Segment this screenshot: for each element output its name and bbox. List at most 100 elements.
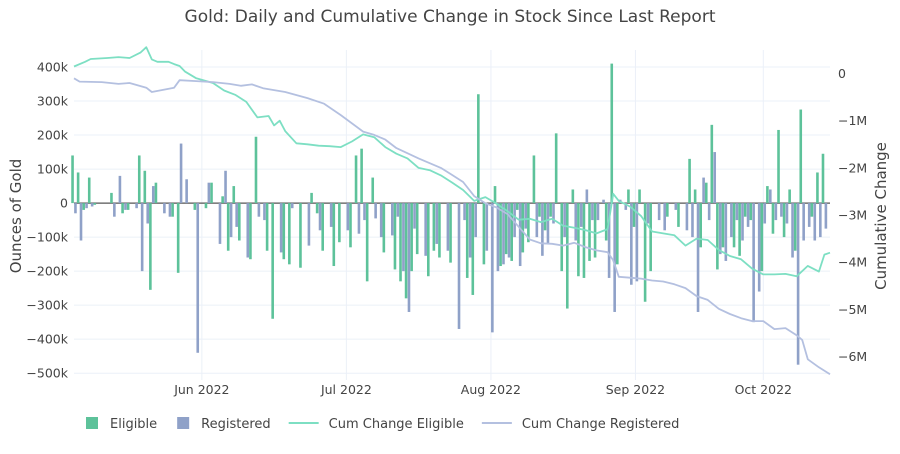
bar-eligible: [810, 203, 814, 217]
bar-registered: [491, 203, 494, 333]
bar-eligible: [176, 203, 180, 273]
bar-eligible: [143, 170, 147, 204]
legend-item-cum-change-eligible[interactable]: Cum Change Eligible: [288, 417, 464, 432]
bar-eligible: [688, 158, 691, 204]
bar-registered: [457, 203, 461, 329]
bar-registered: [507, 203, 511, 258]
bar-registered: [246, 203, 250, 258]
bar-registered: [279, 203, 283, 253]
bar-eligible: [677, 203, 680, 227]
bar-eligible: [521, 203, 525, 253]
bar-registered: [290, 203, 294, 209]
bar-eligible: [371, 177, 375, 204]
bar-eligible: [721, 203, 725, 248]
bar-registered: [518, 203, 522, 267]
bar-registered: [696, 203, 700, 312]
legend-swatch: [177, 417, 190, 429]
legend-item-registered[interactable]: Registered: [177, 417, 271, 432]
bar-eligible: [338, 203, 341, 243]
bar-eligible: [126, 203, 130, 210]
bar-registered: [118, 175, 122, 204]
bar-registered: [796, 203, 800, 365]
bar-eligible: [399, 203, 402, 282]
y2-tick-label: −6M: [838, 349, 867, 364]
bar-registered: [596, 203, 600, 221]
bar-registered: [730, 203, 733, 238]
bar-registered: [379, 203, 383, 238]
legend-item-eligible[interactable]: Eligible: [86, 417, 157, 432]
bar-eligible: [193, 203, 197, 210]
bar-registered: [346, 203, 350, 231]
bar-registered: [357, 203, 361, 234]
bar-registered: [146, 203, 150, 224]
y-tick-label: −500k: [26, 366, 68, 381]
bar-eligible: [154, 182, 158, 204]
bar-eligible: [171, 203, 174, 217]
bar-registered: [563, 203, 566, 238]
gridlines: [74, 50, 830, 380]
bar-eligible: [499, 203, 502, 267]
bar-registered: [802, 203, 805, 241]
legend-item-cum-change-registered[interactable]: Cum Change Registered: [481, 417, 680, 432]
bar-registered: [185, 179, 188, 204]
bar-registered: [74, 203, 77, 214]
bar-eligible: [71, 155, 74, 204]
bar-registered: [263, 203, 266, 221]
bar-eligible: [777, 129, 780, 204]
bar-registered: [780, 203, 783, 217]
bar-eligible: [299, 203, 302, 268]
y-axis-title: Ounces of Gold: [7, 159, 25, 274]
bar-registered: [807, 203, 811, 227]
bar-eligible: [204, 203, 208, 209]
y-tick-label: 200k: [37, 128, 69, 143]
bar-eligible: [149, 203, 152, 290]
bar-registered: [813, 203, 817, 241]
bar-registered: [140, 203, 144, 272]
bar-eligible: [638, 189, 641, 204]
bar-eligible: [226, 203, 230, 251]
bar-eligible: [265, 203, 269, 251]
bar-registered: [163, 203, 166, 214]
bar-eligible: [415, 203, 419, 255]
bar-registered: [391, 203, 394, 236]
bar-registered: [663, 203, 666, 231]
bar-registered: [674, 203, 678, 210]
bar-registered: [646, 203, 650, 224]
bar-eligible: [404, 203, 408, 299]
bar-eligible: [121, 203, 124, 214]
bar-registered: [257, 203, 261, 217]
line-cum-change-eligible: [73, 46, 831, 278]
bar-eligible: [560, 203, 564, 272]
bar-registered: [630, 203, 633, 285]
bar-eligible: [93, 203, 97, 205]
bar-registered: [396, 203, 400, 217]
bar-eligible: [732, 203, 736, 248]
bar-eligible: [793, 203, 797, 251]
bar-eligible: [816, 172, 819, 204]
bar-registered: [724, 203, 728, 261]
bar-registered: [691, 203, 694, 238]
bar-registered: [90, 203, 94, 207]
y2-axis-title: Cumulative Change: [872, 142, 890, 290]
bar-eligible: [549, 203, 552, 217]
bar-registered: [224, 170, 227, 204]
bar-eligible: [427, 203, 430, 277]
bar-registered: [407, 203, 411, 312]
bar-registered: [585, 189, 589, 204]
bar-eligible: [704, 182, 708, 204]
bar-eligible: [493, 186, 497, 204]
bar-registered: [741, 203, 744, 241]
bar-registered: [757, 203, 761, 292]
bar-eligible: [271, 203, 274, 319]
bar-eligible: [760, 203, 764, 272]
bar-registered: [624, 203, 628, 210]
bar-registered: [135, 203, 138, 209]
bar-eligible: [538, 203, 541, 217]
x-tick-label: Sep 2022: [606, 382, 665, 397]
bar-eligible: [210, 182, 213, 204]
bar-registered: [79, 203, 83, 241]
bar-eligible: [771, 203, 775, 234]
bar-eligible: [449, 203, 452, 263]
